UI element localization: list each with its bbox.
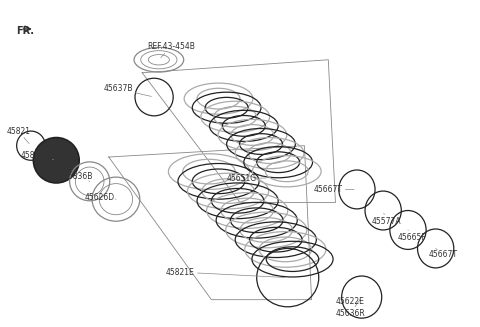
Text: 45821E: 45821E (166, 267, 285, 278)
Text: 45636R: 45636R (336, 299, 365, 318)
Text: 45651G: 45651G (227, 174, 266, 182)
Ellipse shape (34, 138, 79, 183)
Text: 45665F: 45665F (397, 230, 426, 242)
Text: 45637B: 45637B (103, 84, 151, 96)
Text: REF.43-454B: REF.43-454B (147, 42, 195, 58)
Text: 45622E: 45622E (336, 297, 364, 305)
Text: 45667T: 45667T (429, 249, 457, 259)
Text: 45880B: 45880B (21, 151, 54, 160)
Text: 45667T: 45667T (313, 185, 354, 194)
Text: 45577A: 45577A (371, 213, 401, 226)
Text: FR.: FR. (16, 26, 34, 36)
Text: 45821: 45821 (6, 127, 30, 144)
Text: 45836B: 45836B (63, 172, 93, 181)
Text: 45626D: 45626D (85, 193, 116, 202)
